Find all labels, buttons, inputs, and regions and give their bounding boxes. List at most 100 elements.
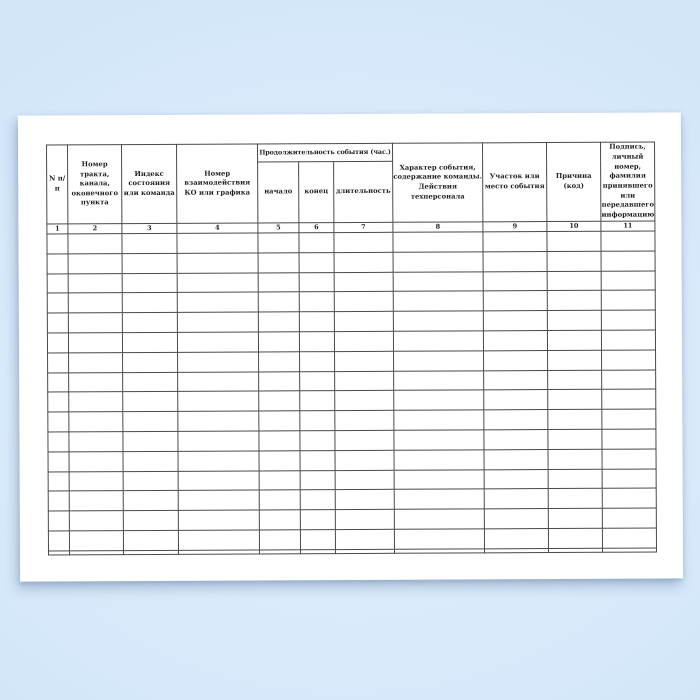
empty-cell	[258, 371, 300, 392]
column-number: 10	[546, 221, 601, 232]
empty-cell	[548, 548, 603, 553]
empty-cell	[178, 510, 260, 531]
empty-cell	[335, 469, 395, 490]
empty-cell	[298, 232, 335, 253]
empty-cell	[177, 272, 259, 293]
empty-cell	[484, 488, 549, 510]
empty-cell	[546, 231, 602, 252]
empty-cell	[548, 528, 603, 549]
empty-cell	[392, 231, 484, 253]
empty-cell	[47, 431, 70, 452]
empty-cell	[394, 509, 485, 530]
empty-cell	[69, 510, 124, 531]
empty-cell	[68, 411, 123, 432]
empty-cell	[601, 290, 656, 311]
empty-cell	[548, 508, 603, 529]
empty-cell	[299, 272, 335, 293]
empty-cell	[300, 549, 336, 554]
empty-cell	[334, 252, 394, 273]
col-header-reason-code: Причина (код)	[546, 142, 601, 222]
empty-cell	[259, 529, 301, 550]
empty-cell	[48, 491, 70, 512]
column-number: 7	[333, 222, 393, 233]
empty-cell	[299, 351, 335, 372]
empty-cell	[300, 470, 336, 491]
empty-cell	[47, 352, 69, 373]
empty-cell	[259, 490, 301, 511]
empty-cell	[123, 451, 179, 472]
empty-cell	[393, 350, 484, 371]
empty-cell	[601, 349, 656, 370]
table-body	[46, 231, 657, 555]
empty-cell	[483, 290, 548, 312]
col-header-event-nature: Характер события, содержание команды. Де…	[392, 142, 483, 223]
empty-cell	[601, 250, 656, 271]
empty-cell	[259, 549, 301, 554]
empty-cell	[547, 369, 602, 390]
empty-cell	[122, 391, 178, 412]
empty-cell	[47, 293, 69, 314]
empty-cell	[177, 391, 259, 412]
empty-cell	[47, 412, 69, 432]
empty-cell	[602, 468, 657, 489]
empty-cell	[394, 489, 485, 510]
empty-cell	[547, 350, 602, 371]
col-header-start: начало	[257, 161, 299, 223]
empty-cell	[484, 449, 549, 470]
empty-cell	[178, 529, 260, 551]
empty-cell	[258, 272, 300, 293]
empty-cell	[122, 371, 178, 392]
empty-cell	[121, 233, 178, 254]
empty-cell	[547, 270, 602, 291]
empty-cell	[69, 530, 124, 551]
empty-cell	[123, 550, 179, 555]
column-number: 5	[257, 222, 299, 233]
empty-cell	[335, 529, 395, 550]
empty-cell	[334, 390, 394, 411]
empty-cell	[393, 330, 484, 352]
empty-cell	[334, 410, 394, 431]
empty-cell	[299, 311, 335, 332]
empty-cell	[394, 528, 485, 550]
empty-cell	[258, 391, 300, 412]
empty-cell	[258, 311, 300, 332]
empty-cell	[334, 351, 394, 372]
empty-cell	[300, 450, 336, 471]
empty-cell	[69, 471, 124, 492]
empty-cell	[300, 509, 336, 530]
col-header-duration: длительность	[333, 161, 393, 223]
empty-cell	[299, 291, 335, 312]
col-header-signature: Подпись, личный номер, фамилия принявшег…	[600, 142, 655, 222]
empty-cell	[334, 430, 395, 451]
empty-cell	[258, 292, 300, 313]
empty-cell	[394, 548, 485, 554]
column-number: 4	[176, 222, 258, 234]
col-header-end: конец	[298, 161, 334, 223]
empty-cell	[122, 352, 178, 373]
empty-cell	[122, 292, 178, 313]
empty-cell	[68, 391, 123, 413]
empty-cell	[177, 351, 259, 372]
empty-cell	[299, 410, 335, 431]
empty-cell	[122, 431, 179, 452]
empty-cell	[47, 392, 69, 413]
empty-cell	[47, 332, 69, 353]
empty-cell	[601, 369, 656, 390]
empty-cell	[122, 332, 178, 353]
column-number: 3	[121, 223, 177, 234]
empty-cell	[258, 410, 300, 431]
table-header: N п/п Номер тракта, канала, оконечного п…	[46, 142, 655, 234]
empty-cell	[177, 430, 260, 452]
empty-cell	[393, 271, 484, 292]
column-number: 6	[298, 222, 334, 233]
empty-cell	[334, 331, 394, 352]
empty-cell	[484, 508, 549, 529]
empty-cell	[393, 251, 484, 272]
empty-cell	[393, 410, 484, 431]
empty-cell	[335, 509, 395, 530]
empty-cell	[602, 508, 657, 529]
empty-cell	[122, 312, 178, 333]
col-header-event-place: Участок или место события	[482, 142, 547, 222]
empty-cell	[601, 270, 656, 291]
empty-cell	[123, 470, 179, 491]
